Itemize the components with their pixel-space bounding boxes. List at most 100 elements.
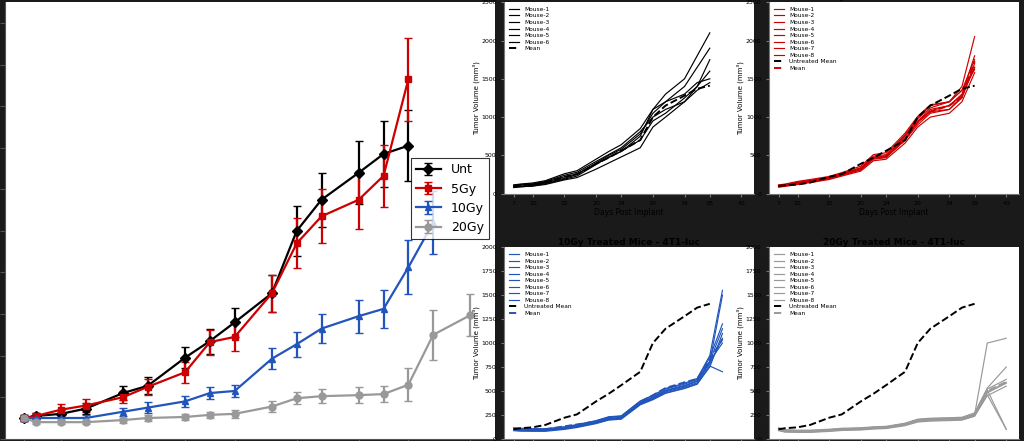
Y-axis label: Tumor Volume (mm³): Tumor Volume (mm³) [472,61,479,135]
Mouse-5 [778,182,791,187]
Mouse-3 [540,426,552,432]
Mouse-7 [772,425,784,430]
Mouse-7 [558,424,570,430]
Mouse-2 [943,107,955,112]
Line: Mouse-8: Mouse-8 [514,343,723,430]
Mouse-1 [969,65,981,70]
Mouse-4 [836,172,848,177]
Mouse-3 [778,427,791,433]
Legend: Mouse-1, Mouse-2, Mouse-3, Mouse-4, Mouse-5, Mouse-6, Mean: Mouse-1, Mouse-2, Mouse-3, Mouse-4, Mous… [507,5,551,53]
Mouse-8 [855,166,867,171]
Mouse-1 [943,416,955,422]
Mouse-4 [540,428,552,433]
Mouse-1 [772,183,784,189]
Mouse-1 [691,53,703,59]
Mouse-2 [615,416,628,421]
Mouse-2 [772,427,784,433]
Mouse-4 [615,149,628,154]
Mouse-2 [880,155,892,161]
Mouse-3 [703,80,716,85]
Mouse-4 [558,426,570,431]
Mouse-2 [836,173,848,178]
Untreated Mean [855,161,867,166]
Mean [955,415,968,421]
Mouse-4 [955,91,968,97]
Mouse-3 [514,426,526,431]
Untreated Mean [867,391,880,396]
Mouse-3 [855,426,867,431]
Line: Mouse-8: Mouse-8 [778,338,1007,431]
Untreated Mean [634,369,646,374]
Mouse-3 [634,129,646,135]
Mouse-3 [602,152,614,157]
Mouse-7 [691,376,703,381]
Mouse-4 [590,420,602,426]
Mouse-2 [703,45,716,51]
Mouse-6 [514,429,526,434]
Mouse-2 [981,393,993,398]
Mouse-1 [703,359,716,365]
Mouse-6 [867,426,880,432]
Mouse-1 [678,384,690,389]
Mouse-1 [590,420,602,425]
Mouse-6 [526,429,539,434]
Mouse-1 [981,390,993,396]
Line: Mouse-2: Mouse-2 [778,64,975,187]
Untreated Mean [943,93,955,98]
Mouse-2 [955,417,968,422]
Mouse-1 [691,379,703,384]
Mean [678,380,690,385]
Mouse-8 [836,426,848,432]
X-axis label: Days Post Implant: Days Post Implant [594,208,664,217]
Mouse-3 [955,88,968,93]
Untreated Mean [508,426,520,432]
Untreated Mean [514,426,526,431]
Mouse-6 [911,419,924,425]
Mean [823,176,836,181]
Mouse-3 [943,415,955,421]
Mouse-2 [955,95,968,101]
Mouse-5 [615,154,628,160]
Mouse-7 [836,426,848,431]
Mouse-4 [634,401,646,407]
Mean [526,182,539,187]
Mouse-3 [911,417,924,422]
Mouse-5 [570,423,583,429]
Mouse-7 [855,425,867,430]
Mouse-7 [659,386,672,391]
Mouse-1 [647,395,659,400]
Mouse-1 [955,93,968,98]
Mouse-3 [899,132,911,137]
Mouse-1 [558,176,570,182]
Mouse-5 [969,65,981,70]
Mouse-3 [508,426,520,431]
Mouse-5 [590,167,602,172]
Mouse-6 [602,418,614,423]
Mean [508,426,520,432]
Line: Mouse-6: Mouse-6 [514,79,710,185]
Untreated Mean [823,415,836,420]
Mouse-3 [526,181,539,187]
Line: Mouse-3: Mouse-3 [778,60,975,185]
Line: Mouse-3: Mouse-3 [514,82,710,185]
Mouse-5 [804,428,816,434]
Mouse-7 [540,426,552,431]
Mouse-7 [717,288,729,293]
Mouse-3 [943,99,955,105]
Mouse-6 [925,419,937,424]
Mouse-4 [823,428,836,433]
Mouse-4 [615,415,628,421]
Mouse-6 [678,91,690,97]
Mean [867,155,880,161]
Mouse-3 [602,415,614,420]
Mouse-7 [981,385,993,391]
Mouse-5 [558,425,570,430]
Mouse-6 [911,124,924,130]
Mouse-2 [867,157,880,162]
Mouse-8 [925,105,937,111]
Mouse-5 [836,426,848,432]
Mouse-3 [570,170,583,175]
Line: Mouse-6: Mouse-6 [778,395,1007,432]
Mouse-5 [778,428,791,433]
Mouse-6 [659,391,672,396]
